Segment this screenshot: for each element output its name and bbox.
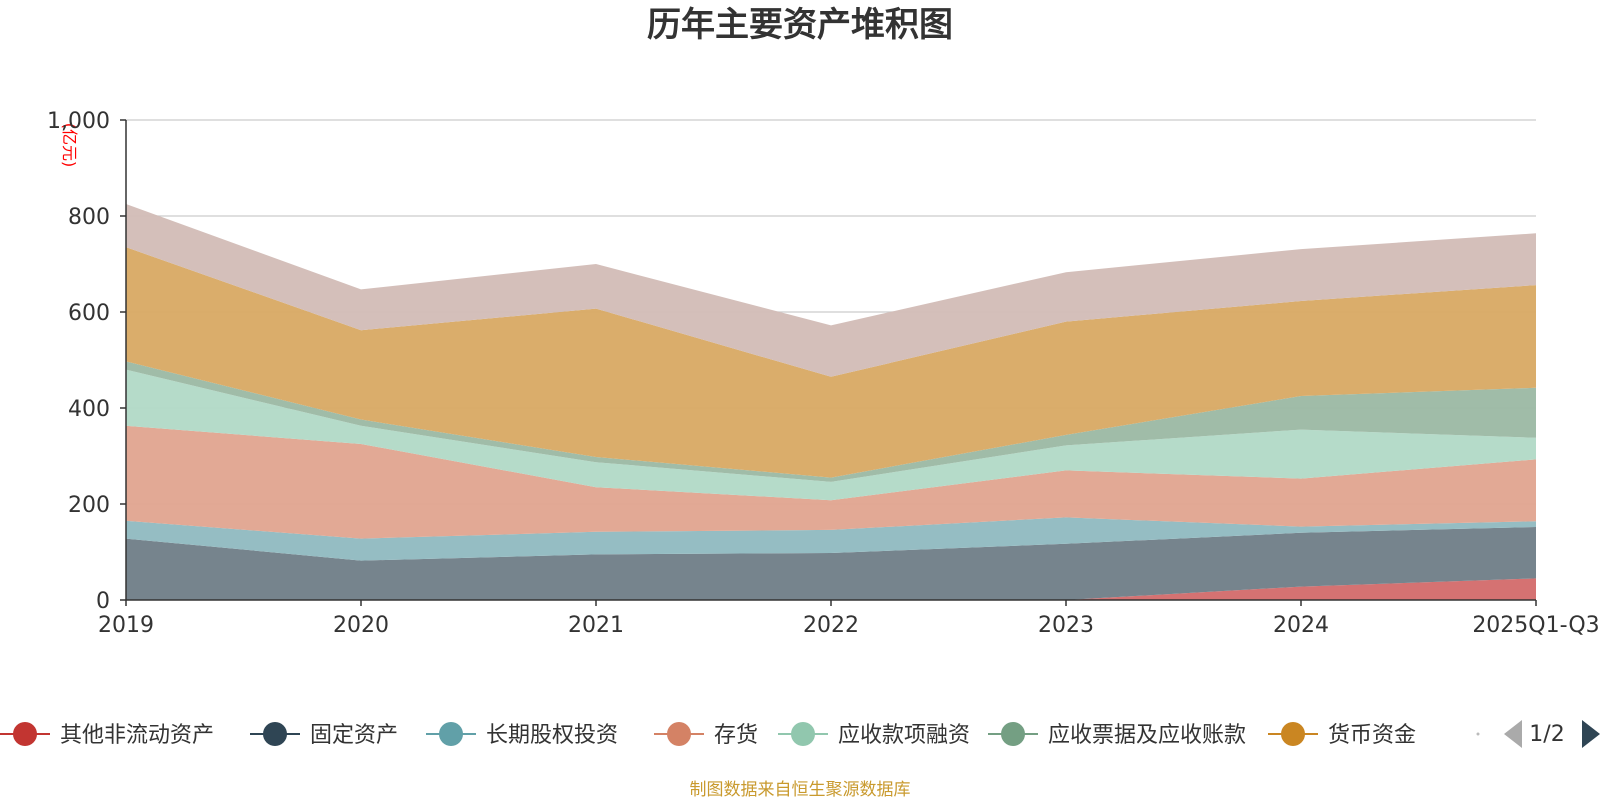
legend-item[interactable]: 应收票据及应收账款 (988, 722, 1246, 748)
y-tick-label: 200 (68, 493, 110, 518)
area-series[interactable] (126, 369, 1536, 501)
y-tick-label: 400 (68, 397, 110, 422)
legend-label: 固定资产 (310, 723, 398, 748)
legend-prev-icon[interactable] (1504, 720, 1522, 748)
legend-marker-icon (791, 722, 815, 746)
legend: 其他非流动资产 固定资产 长期股权投资 存货 应收款项融资 应收票据及应收账款 货币资金 (0, 722, 1480, 748)
y-tick-label: 1,000 (47, 109, 110, 134)
area-series[interactable] (126, 204, 1536, 377)
legend-marker-icon (13, 722, 37, 746)
legend-marker-icon (1001, 722, 1025, 746)
unit-label: (亿元) (60, 123, 79, 168)
area-series[interactable] (126, 527, 1536, 600)
y-tick-label: 0 (96, 589, 110, 614)
area-series[interactable] (126, 247, 1536, 478)
x-tick-label: 2025Q1-Q3 (1472, 613, 1599, 638)
data-source: 制图数据来自恒生聚源数据库 (690, 780, 911, 800)
legend-item[interactable]: 长期股权投资 (426, 722, 618, 748)
legend-overflow-dot (1476, 732, 1480, 736)
legend-page-indicator: 1/2 (1529, 722, 1564, 747)
legend-label: 存货 (714, 723, 758, 748)
legend-item[interactable]: 存货 (654, 722, 758, 748)
legend-marker-icon (439, 722, 463, 746)
legend-marker-icon (667, 722, 691, 746)
legend-item[interactable]: 固定资产 (250, 722, 398, 748)
plot-area (126, 204, 1536, 600)
x-tick-label: 2020 (333, 613, 389, 638)
legend-next-icon[interactable] (1582, 720, 1600, 748)
y-tick-label: 800 (68, 205, 110, 230)
axes: 0 200 400 600 800 1,000 2019 2020 2021 2022 2023 20… (47, 109, 1600, 638)
area-series[interactable] (126, 578, 1536, 600)
x-tick-label: 2019 (98, 613, 154, 638)
legend-item[interactable]: 应收款项融资 (778, 722, 970, 748)
x-tick-label: 2021 (568, 613, 624, 638)
legend-label: 应收款项融资 (838, 723, 970, 748)
chart-title: 历年主要资产堆积图 (647, 5, 953, 45)
legend-marker-icon (263, 722, 287, 746)
x-tick-label: 2023 (1038, 613, 1094, 638)
legend-label: 应收票据及应收账款 (1048, 723, 1246, 748)
area-series[interactable] (126, 517, 1536, 561)
legend-label: 长期股权投资 (486, 723, 618, 748)
legend-marker-icon (1281, 722, 1305, 746)
x-tick-label: 2022 (803, 613, 859, 638)
x-tick-label: 2024 (1273, 613, 1329, 638)
legend-item[interactable]: 货币资金 (1268, 722, 1416, 748)
legend-label: 其他非流动资产 (60, 723, 214, 748)
legend-item[interactable]: 其他非流动资产 (0, 722, 214, 748)
area-series[interactable] (126, 361, 1536, 482)
y-tick-label: 600 (68, 301, 110, 326)
area-series[interactable] (126, 425, 1536, 539)
legend-label: 货币资金 (1328, 723, 1416, 748)
